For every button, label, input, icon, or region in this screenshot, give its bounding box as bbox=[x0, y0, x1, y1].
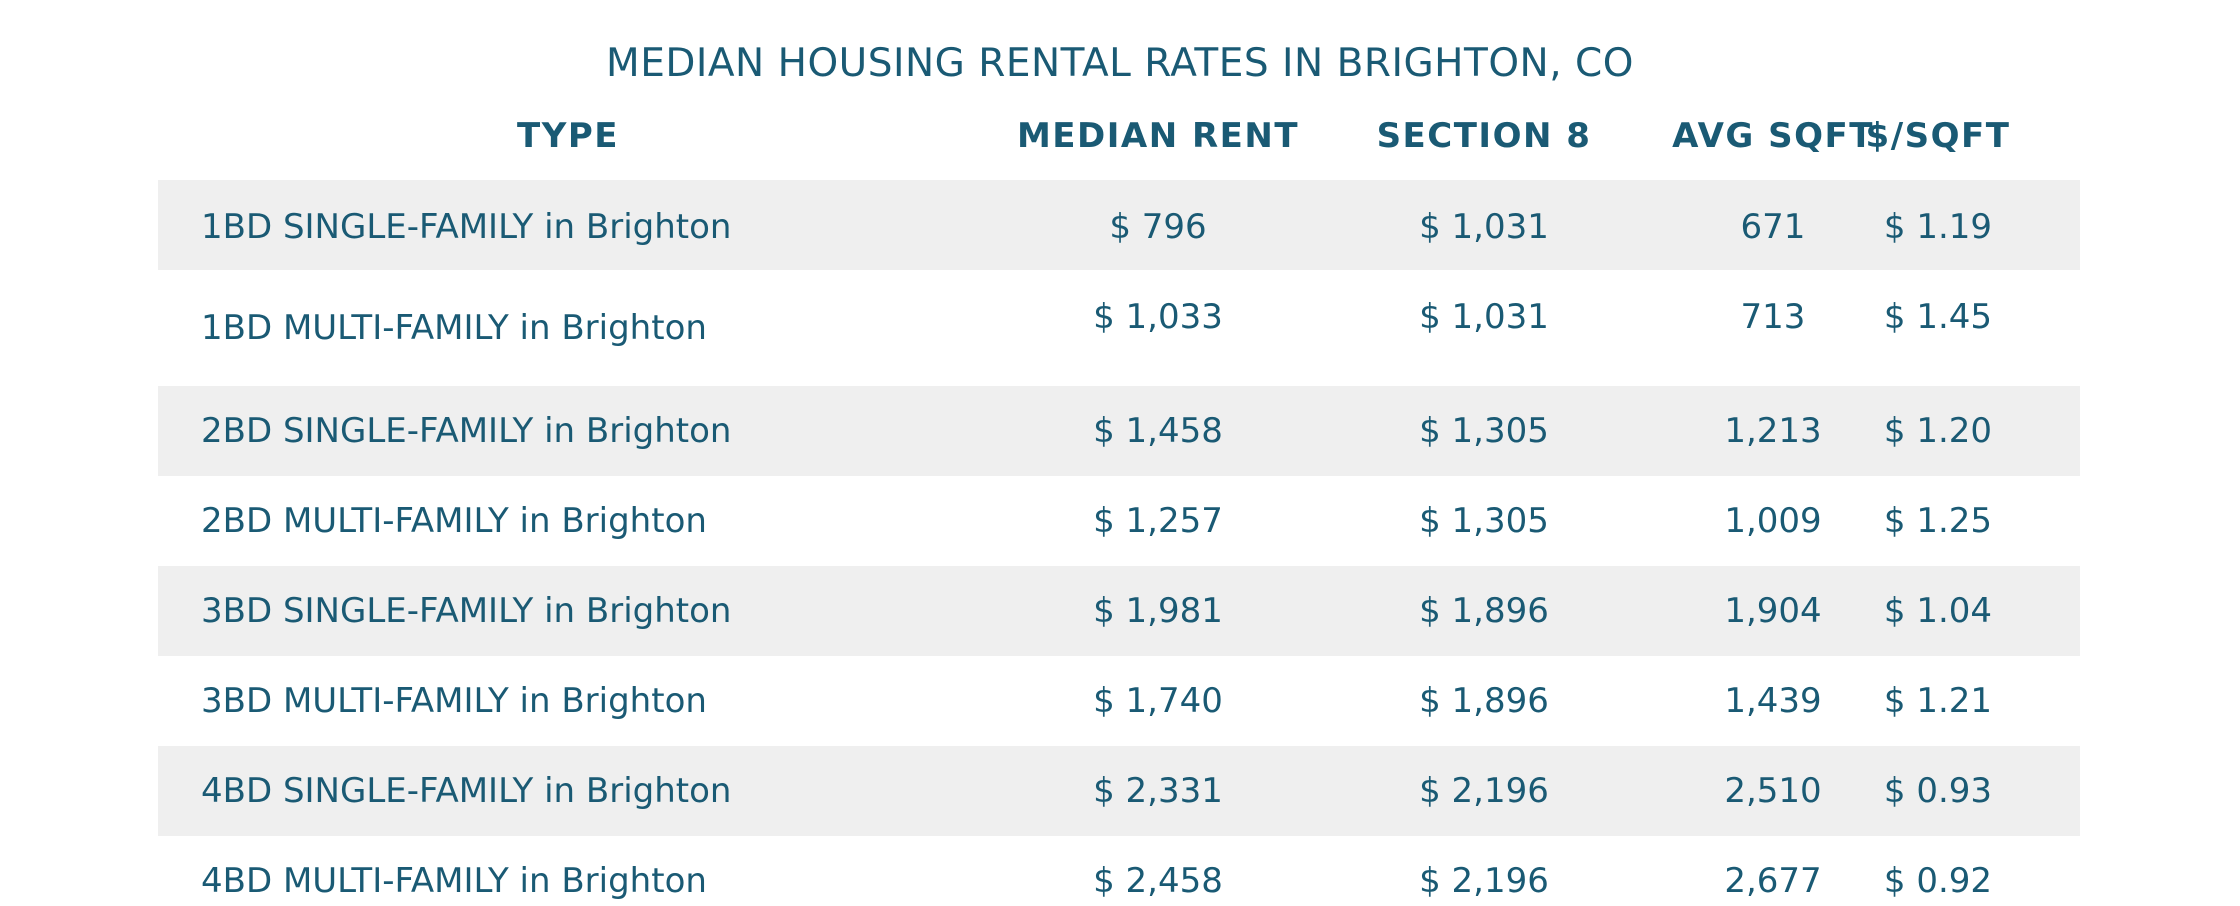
cell-avg-sqft: 671 bbox=[1740, 207, 1806, 247]
cell-type: 2BD MULTI-FAMILY in Brighton bbox=[201, 501, 707, 541]
cell-type: 1BD MULTI-FAMILY in Brighton bbox=[201, 308, 707, 348]
cell-median-rent: $ 1,981 bbox=[1093, 591, 1223, 631]
cell-median-rent: $ 1,257 bbox=[1093, 501, 1223, 541]
cell-price-per-sqft: $ 1.20 bbox=[1883, 411, 1993, 451]
cell-type: 4BD SINGLE-FAMILY in Brighton bbox=[201, 771, 732, 811]
table-row: 2BD SINGLE-FAMILY in Brighton $ 1,458 $ … bbox=[158, 386, 2080, 476]
cell-avg-sqft: 2,510 bbox=[1724, 771, 1822, 811]
table-row: 3BD SINGLE-FAMILY in Brighton $ 1,981 $ … bbox=[158, 566, 2080, 656]
header-median-rent: MEDIAN RENT bbox=[1016, 116, 1300, 156]
cell-price-per-sqft: $ 1.25 bbox=[1883, 501, 1993, 541]
cell-section-8: $ 2,196 bbox=[1419, 771, 1549, 811]
cell-price-per-sqft: $ 1.04 bbox=[1883, 591, 1993, 631]
cell-price-per-sqft: $ 1.19 bbox=[1883, 207, 1993, 247]
cell-price-per-sqft: $ 0.93 bbox=[1883, 771, 1993, 811]
cell-avg-sqft: 713 bbox=[1740, 297, 1806, 337]
cell-median-rent: $ 796 bbox=[1109, 207, 1207, 247]
cell-median-rent: $ 2,458 bbox=[1093, 861, 1223, 901]
cell-type: 3BD SINGLE-FAMILY in Brighton bbox=[201, 591, 732, 631]
cell-avg-sqft: 1,009 bbox=[1724, 501, 1822, 541]
table-header: TYPE MEDIAN RENT SECTION 8 AVG SQFT $/SQ… bbox=[158, 108, 2080, 164]
cell-type: 1BD SINGLE-FAMILY in Brighton bbox=[201, 207, 732, 247]
header-type: TYPE bbox=[517, 116, 619, 156]
cell-avg-sqft: 1,904 bbox=[1724, 591, 1822, 631]
cell-type: 2BD SINGLE-FAMILY in Brighton bbox=[201, 411, 732, 451]
cell-section-8: $ 1,896 bbox=[1419, 681, 1549, 721]
cell-median-rent: $ 1,033 bbox=[1093, 297, 1223, 337]
table-row: 2BD MULTI-FAMILY in Brighton $ 1,257 $ 1… bbox=[158, 476, 2080, 566]
header-price-per-sqft: $/SQFT bbox=[1865, 116, 2011, 156]
cell-price-per-sqft: $ 1.21 bbox=[1883, 681, 1993, 721]
header-section-8: SECTION 8 bbox=[1376, 116, 1592, 156]
cell-avg-sqft: 1,213 bbox=[1724, 411, 1822, 451]
cell-price-per-sqft: $ 0.92 bbox=[1883, 861, 1993, 901]
page-title: MEDIAN HOUSING RENTAL RATES IN BRIGHTON,… bbox=[606, 41, 1634, 86]
cell-section-8: $ 2,196 bbox=[1419, 861, 1549, 901]
table-row: 3BD MULTI-FAMILY in Brighton $ 1,740 $ 1… bbox=[158, 656, 2080, 746]
header-avg-sqft: AVG SQFT bbox=[1672, 116, 1874, 156]
cell-section-8: $ 1,031 bbox=[1419, 297, 1549, 337]
cell-median-rent: $ 2,331 bbox=[1093, 771, 1223, 811]
table-row: 1BD MULTI-FAMILY in Brighton $ 1,033 $ 1… bbox=[158, 270, 2080, 386]
cell-section-8: $ 1,896 bbox=[1419, 591, 1549, 631]
table-row: 4BD MULTI-FAMILY in Brighton $ 2,458 $ 2… bbox=[158, 836, 2080, 906]
cell-type: 4BD MULTI-FAMILY in Brighton bbox=[201, 861, 707, 901]
table-row: 1BD SINGLE-FAMILY in Brighton $ 796 $ 1,… bbox=[158, 180, 2080, 270]
cell-price-per-sqft: $ 1.45 bbox=[1883, 297, 1993, 337]
cell-type: 3BD MULTI-FAMILY in Brighton bbox=[201, 681, 707, 721]
cell-median-rent: $ 1,458 bbox=[1093, 411, 1223, 451]
table-row: 4BD SINGLE-FAMILY in Brighton $ 2,331 $ … bbox=[158, 746, 2080, 836]
cell-section-8: $ 1,305 bbox=[1419, 411, 1549, 451]
cell-avg-sqft: 2,677 bbox=[1724, 861, 1822, 901]
cell-section-8: $ 1,305 bbox=[1419, 501, 1549, 541]
cell-median-rent: $ 1,740 bbox=[1093, 681, 1223, 721]
cell-avg-sqft: 1,439 bbox=[1724, 681, 1822, 721]
cell-section-8: $ 1,031 bbox=[1419, 207, 1549, 247]
